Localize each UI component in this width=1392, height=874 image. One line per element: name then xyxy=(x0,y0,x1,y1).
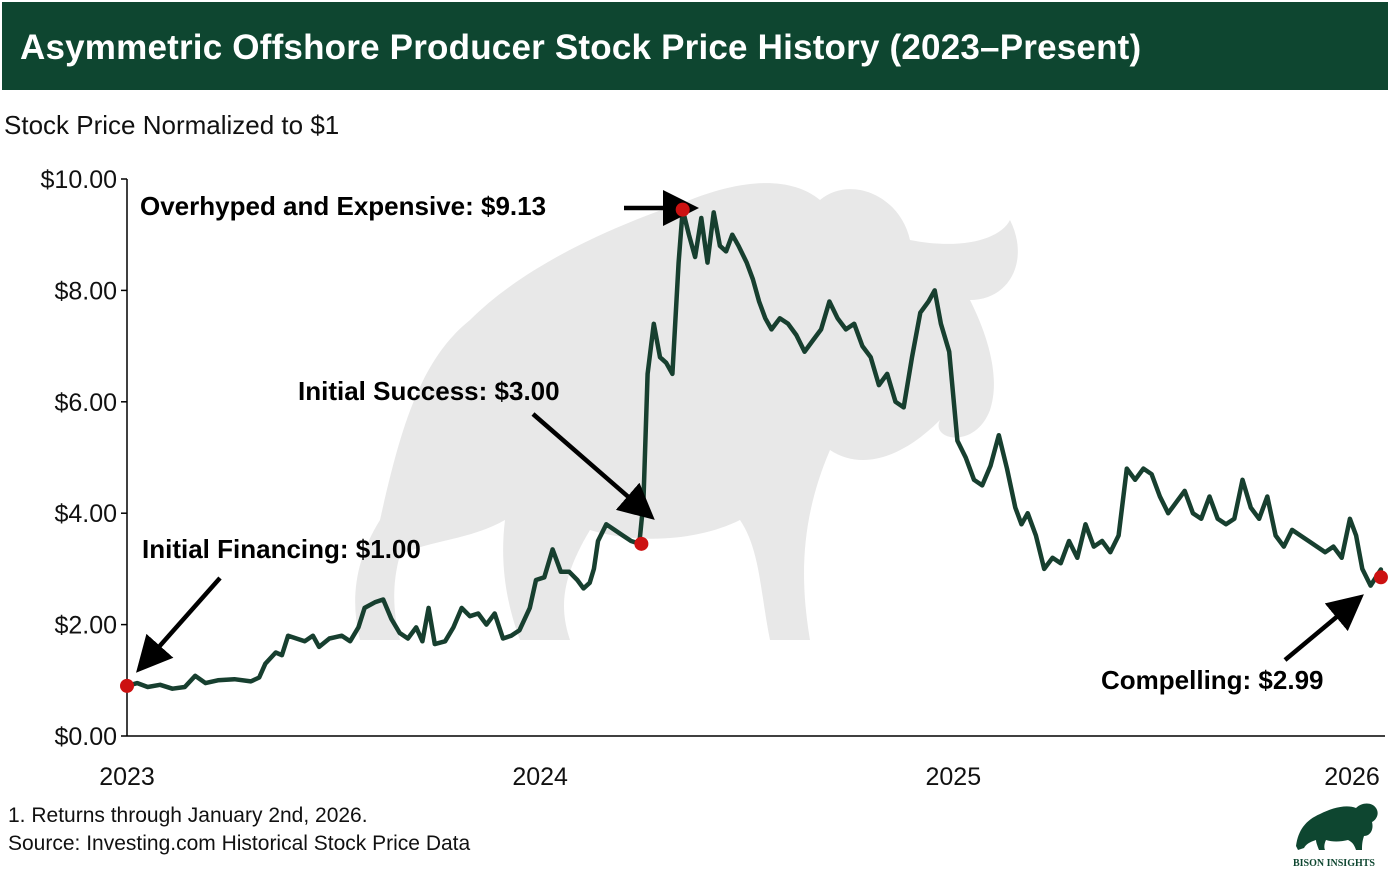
annotation-marker xyxy=(675,202,690,217)
annotation-overhyped: Overhyped and Expensive: $9.13 xyxy=(140,191,546,221)
x-tick-label: 2023 xyxy=(99,763,155,791)
bison-insights-logo: BISON INSIGHTS xyxy=(1293,803,1378,869)
logo-text: BISON INSIGHTS xyxy=(1293,858,1375,869)
x-tick-label: 2025 xyxy=(926,763,982,791)
y-tick-label: $4.00 xyxy=(54,500,117,528)
footnotes: 1. Returns through January 2nd, 2026. So… xyxy=(8,802,470,858)
bison-logo-icon xyxy=(1296,803,1378,850)
annotation-compelling: Compelling: $2.99 xyxy=(1101,665,1324,695)
annotation-marker xyxy=(1373,570,1388,585)
bison-watermark-icon xyxy=(355,183,1018,640)
x-tick-label: 2024 xyxy=(512,763,568,791)
arrow-compelling xyxy=(1283,594,1364,662)
y-tick-label: $2.00 xyxy=(54,612,117,640)
annotation-initial-success: Initial Success: $3.00 xyxy=(298,376,560,406)
annotation-marker xyxy=(634,536,649,551)
title-banner: Asymmetric Offshore Producer Stock Price… xyxy=(2,2,1388,90)
footnote-source: Source: Investing.com Historical Stock P… xyxy=(8,832,471,855)
x-tick-label: 2026 xyxy=(1324,763,1380,791)
annotation-marker xyxy=(120,678,134,693)
arrow-initial-success xyxy=(531,412,655,520)
y-tick-label: $0.00 xyxy=(54,723,117,751)
y-tick-label: $10.00 xyxy=(41,166,117,194)
footnote-returns: 1. Returns through January 2nd, 2026. xyxy=(8,804,368,827)
y-axis-title: Stock Price Normalized to $1 xyxy=(4,110,340,140)
chart-title: Asymmetric Offshore Producer Stock Price… xyxy=(20,28,1142,67)
y-tick-label: $8.00 xyxy=(54,277,117,305)
price-series-line xyxy=(124,207,1384,691)
annotation-initial-financing: Initial Financing: $1.00 xyxy=(142,534,421,564)
y-tick-label: $6.00 xyxy=(54,389,117,417)
arrow-initial-financing xyxy=(136,576,222,673)
